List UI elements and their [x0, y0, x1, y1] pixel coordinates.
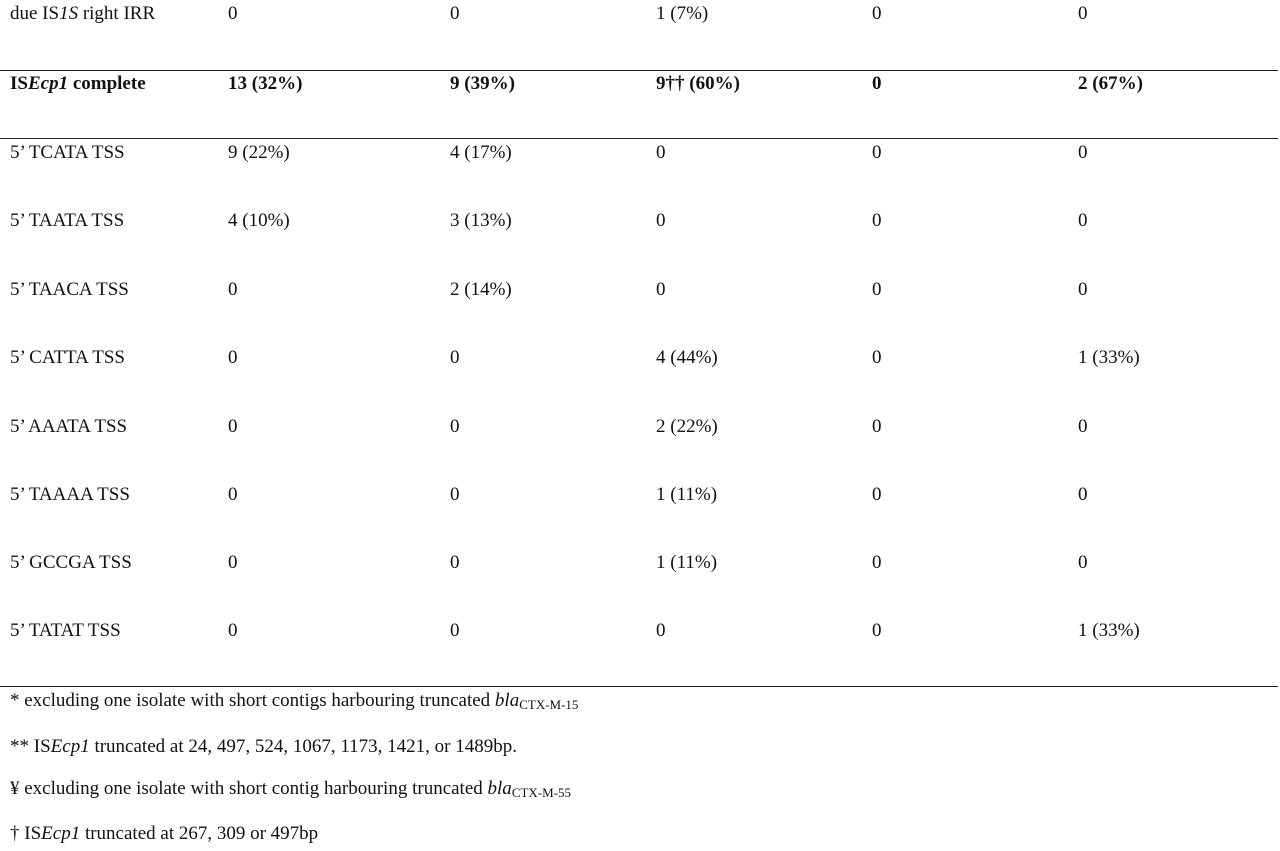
footnote-text: † IS [10, 823, 42, 844]
table-cell: 0 [872, 3, 882, 24]
table-cell: 4 (44%) [656, 347, 718, 368]
table-cell: 0 [872, 416, 882, 437]
footnote-gene: bla [487, 778, 512, 799]
table-cell: 1 (33%) [1078, 347, 1140, 368]
table-cell: 1 (33%) [1078, 620, 1140, 641]
footnote-subscript: CTX-M-55 [511, 785, 572, 800]
table-cell: 0 [872, 279, 882, 300]
table-cell: 0 [872, 552, 882, 573]
table-cell: 1 (11%) [656, 552, 718, 573]
table-cell: 13 (32%) [228, 73, 303, 94]
table-cell: 0 [450, 484, 460, 505]
label-text: 5’ TAAAA TSS [10, 484, 130, 505]
table-cell: 0 [228, 279, 238, 300]
table-cell: 0 [450, 552, 460, 573]
footnote-text: truncated at 24, 497, 524, 1067, 1173, 1… [89, 736, 517, 757]
table-cell: 0 [872, 142, 882, 163]
footnote: † ISEcp1 truncated at 267, 309 or 497bp [10, 822, 318, 846]
footnote-text: truncated at 267, 309 or 497bp [80, 823, 319, 844]
row-label: 5’ TAATA TSS [10, 209, 124, 233]
footnote-text: * excluding one isolate with short conti… [10, 690, 495, 711]
footnote: * excluding one isolate with short conti… [10, 689, 578, 717]
label-part: 1S [59, 3, 79, 24]
table-cell: 0 [656, 279, 666, 300]
table-cell: 0 [1078, 210, 1088, 231]
label-part: Ecp1 [27, 73, 69, 94]
footnote: ¥ excluding one isolate with short conti… [10, 777, 571, 805]
footnote-text: ** IS [10, 736, 51, 757]
table-cell: 0 [450, 620, 460, 641]
table-cell: 3 (13%) [450, 210, 512, 231]
table-cell: 0 [228, 620, 238, 641]
table-cell: 0 [228, 347, 238, 368]
table-cell: 0 [872, 484, 882, 505]
table-cell: 0 [450, 416, 460, 437]
table-cell: 0 [656, 210, 666, 231]
table-cell: 2 (14%) [450, 279, 512, 300]
table-cell: 0 [450, 3, 460, 24]
table-cell: 0 [872, 210, 882, 231]
footnote-italic: Ecp1 [41, 823, 81, 844]
table-cell: 0 [1078, 279, 1088, 300]
table-cell: 0 [1078, 3, 1088, 24]
label-text: 5’ GCCGA TSS [10, 552, 132, 573]
table-rule [0, 138, 1278, 139]
table-cell: 0 [872, 620, 882, 641]
row-label: due IS1S right IRR [10, 2, 155, 26]
label-text: 5’ TAACA TSS [10, 279, 129, 300]
table-cell: 4 (17%) [450, 142, 512, 163]
table-cell: 2 (67%) [1078, 73, 1143, 94]
table-cell: 0 [872, 347, 882, 368]
row-label: 5’ TATAT TSS [10, 619, 121, 643]
table-cell: 2 (22%) [656, 416, 718, 437]
label-part: right IRR [78, 3, 156, 24]
label-part: complete [68, 73, 146, 94]
table-cell: 0 [228, 484, 238, 505]
label-text: 5’ TAATA TSS [10, 210, 125, 231]
table-cell: 0 [872, 73, 882, 94]
table-cell: 0 [1078, 142, 1088, 163]
label-text: 5’ TATAT TSS [10, 620, 121, 641]
table-cell: 9†† (60%) [656, 73, 740, 94]
table-cell: 4 (10%) [228, 210, 290, 231]
table-cell: 1 (7%) [656, 3, 709, 24]
row-label: 5’ GCCGA TSS [10, 551, 132, 575]
row-label: 5’ TCATA TSS [10, 141, 125, 165]
row-label: 5’ TAACA TSS [10, 278, 129, 302]
label-text: 5’ CATTA TSS [10, 347, 125, 368]
label-part: IS [10, 73, 28, 94]
table-cell: 1 (11%) [656, 484, 718, 505]
footnote-italic: Ecp1 [50, 736, 90, 757]
table-cell: 0 [1078, 416, 1088, 437]
row-label: 5’ TAAAA TSS [10, 483, 130, 507]
table-cell: 0 [656, 142, 666, 163]
label-text: 5’ TCATA TSS [10, 142, 125, 163]
footnote: ** ISEcp1 truncated at 24, 497, 524, 106… [10, 735, 517, 759]
table-cell: 0 [450, 347, 460, 368]
footnote-text: ¥ excluding one isolate with short conti… [10, 778, 488, 799]
table-cell: 9 (39%) [450, 73, 515, 94]
label-text: 5’ AAATA TSS [10, 416, 128, 437]
label-part: due IS [10, 3, 60, 24]
table-cell: 0 [656, 620, 666, 641]
row-label: 5’ AAATA TSS [10, 415, 127, 439]
footnote-gene: bla [494, 690, 520, 711]
table-cell: 0 [228, 552, 238, 573]
table-cell: 0 [228, 416, 238, 437]
row-label: 5’ CATTA TSS [10, 346, 125, 370]
table-cell: 0 [1078, 552, 1088, 573]
footnote-subscript: CTX-M-15 [519, 697, 579, 712]
table-cell: 9 (22%) [228, 142, 290, 163]
table-rule [0, 70, 1278, 71]
table-cell: 0 [1078, 484, 1088, 505]
row-label: ISEcp1 complete [10, 72, 146, 96]
table-rule [0, 686, 1278, 687]
table-cell: 0 [228, 3, 238, 24]
